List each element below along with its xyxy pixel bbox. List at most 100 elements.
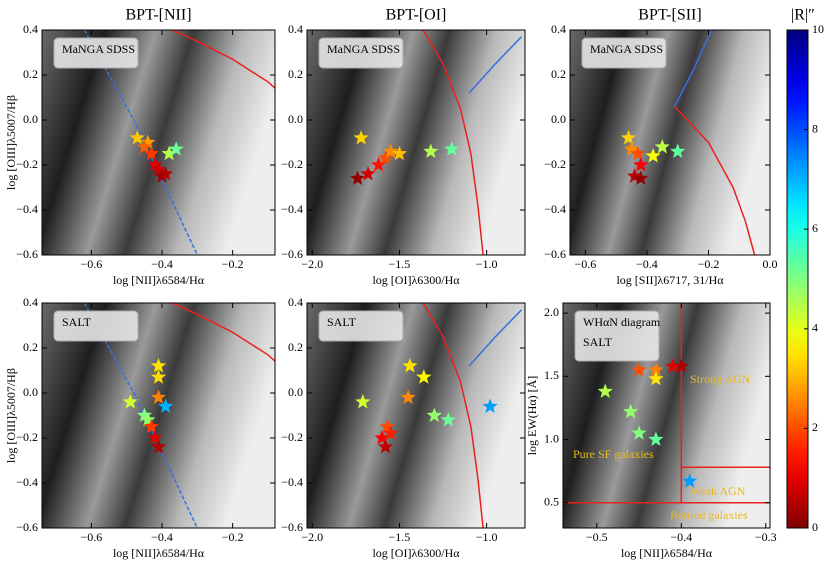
star-point [150,369,167,384]
x-axis-label: log [OI]λ6300/Hα [372,273,460,287]
inset-box [318,310,404,342]
y-tick-label: −0.2 [281,157,303,171]
panel-title: BPT-[OI] [386,7,447,24]
star-point [383,143,399,158]
star-point [136,139,152,154]
y-tick-label: 0.4 [288,295,303,309]
x-tick-label: −0.4 [151,530,173,544]
star-point [350,170,366,185]
x-tick-label: −2.0 [301,530,323,544]
x-tick-label: −0.3 [755,530,777,544]
demarcation-line [170,303,275,363]
inset-box [581,37,667,69]
colorbar [786,29,809,529]
panel-title: BPT-[SII] [638,7,701,24]
star-point [377,150,394,165]
y-axis-label: log EW(Hα) [Å] [525,376,539,456]
x-tick-label: −0.6 [81,257,103,271]
inset-label: MaNGA SDSS [327,42,400,56]
star-point [383,425,399,440]
region-label: Retired galaxies [670,508,748,522]
star-point [482,398,498,413]
star-point [158,398,174,413]
star-point [147,157,163,172]
star-point [665,358,681,373]
star-point [143,145,159,161]
y-tick-label: 0.5 [544,494,559,508]
star-point [353,130,369,145]
axes-frame [306,302,526,529]
star-point [648,370,664,386]
y-tick-label: −0.4 [16,475,38,489]
y-tick-label: 1.5 [544,368,559,382]
y-tick-label: 0.4 [23,22,38,36]
y-tick-label: 0.0 [551,112,566,126]
y-tick-label: −0.6 [16,247,38,261]
demarcation-line [170,30,275,90]
y-tick-label: 0.0 [23,112,38,126]
inset-label: WHαN diagram [583,315,661,329]
inset-box [53,310,139,342]
star-point [150,358,167,373]
x-tick-label: −2.0 [301,257,323,271]
demarcation-line [468,309,523,367]
inset-box [318,37,404,69]
colorbar-label: |R|″ [791,7,815,24]
star-point [423,143,439,158]
star-point [416,369,432,384]
star-point [150,161,167,176]
star-point [645,148,661,163]
inset-box [53,37,139,69]
star-point [623,403,639,419]
star-point [377,439,394,454]
y-tick-label: −0.2 [16,430,38,444]
star-point [444,141,460,156]
y-tick-label: −0.2 [16,157,38,171]
inset-label: SALT [583,335,613,349]
y-tick-label: −0.2 [281,430,303,444]
demarcation-line [674,105,756,255]
colorbar-tick-label: 2 [812,420,818,434]
x-tick-label: −0.2 [698,257,720,271]
star-point [654,139,670,154]
star-point [379,418,395,434]
star-point [147,430,163,445]
demarcation-line [468,36,523,94]
star-point [633,170,649,185]
y-tick-label: 0.4 [288,22,303,36]
star-point [140,412,156,427]
axes-frame [562,302,771,529]
y-tick-label: 0.0 [23,385,38,399]
star-point [355,394,371,409]
y-tick-label: −0.4 [544,202,566,216]
x-axis-label: log [NII]λ6584/Hα [113,273,205,287]
star-point [440,412,456,427]
y-axis-label: log [OIII]λ5007/Hβ [4,368,18,463]
inset-box [574,310,660,362]
x-tick-label: −0.4 [670,530,692,544]
colorbar-tick-label: 4 [812,321,818,335]
star-point [158,166,174,181]
star-point [623,141,640,156]
axes-frame [569,29,771,256]
x-tick-label: 0.0 [763,257,778,271]
star-point [620,130,637,145]
star-point [670,143,686,158]
star-point [122,394,138,409]
axes-frame [41,302,276,529]
y-tick-label: 1.0 [544,431,559,445]
y-tick-label: 0.2 [23,67,38,81]
y-tick-label: −0.4 [281,475,303,489]
star-point [360,166,376,181]
y-tick-label: −0.4 [281,202,303,216]
star-point [630,145,646,161]
y-tick-label: −0.6 [281,247,303,261]
star-point [402,358,418,373]
star-point [150,439,167,454]
inset-label: SALT [62,315,92,329]
inset-label: MaNGA SDSS [62,42,135,56]
plot-area [350,30,523,255]
plot-area [355,303,523,528]
y-tick-label: −0.2 [544,157,566,171]
star-point [136,407,152,422]
